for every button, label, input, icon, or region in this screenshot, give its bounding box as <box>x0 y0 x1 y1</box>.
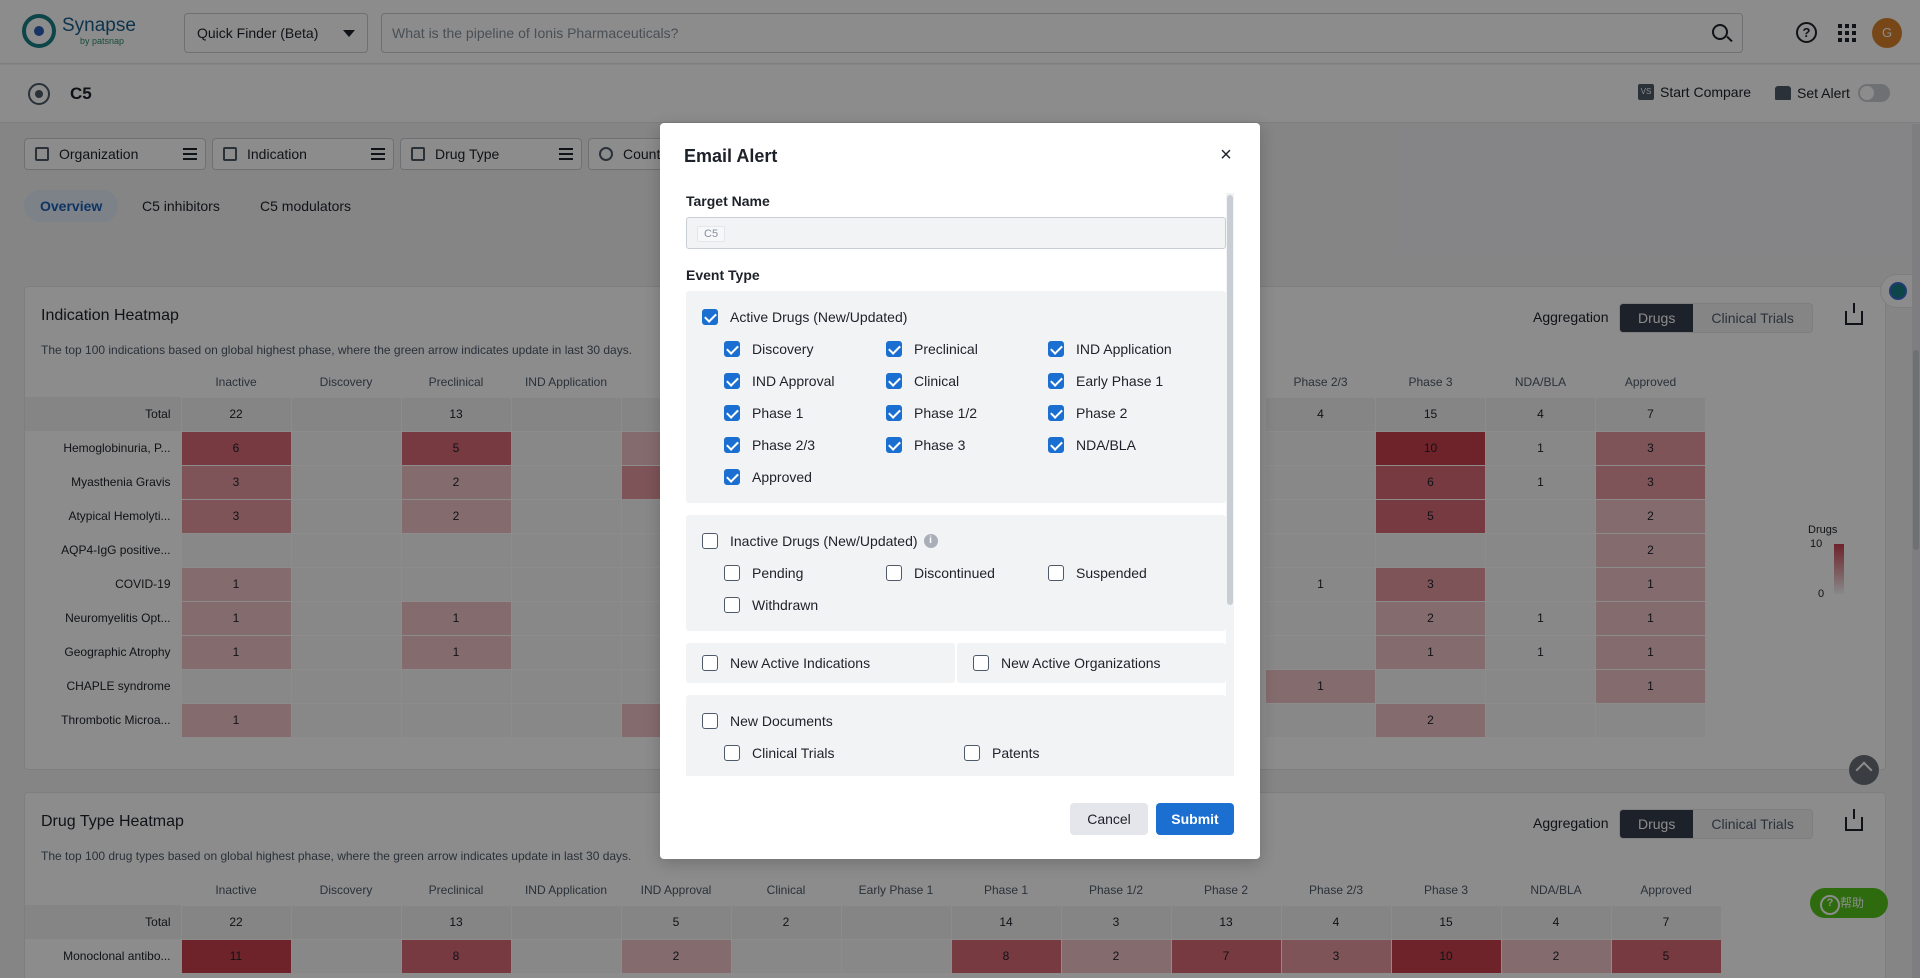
checkbox[interactable] <box>886 341 902 357</box>
checkbox-label: Phase 1 <box>752 405 803 421</box>
checkbox[interactable] <box>724 469 740 485</box>
checkbox-label: Discontinued <box>914 565 995 581</box>
checkbox-clinical-trials[interactable]: Clinical Trials <box>724 737 964 769</box>
checkbox[interactable] <box>724 745 740 761</box>
checkbox-early-phase-1[interactable]: Early Phase 1 <box>1048 365 1210 397</box>
new-documents-label: New Documents <box>730 713 833 729</box>
checkbox[interactable] <box>886 565 902 581</box>
checkbox[interactable] <box>886 373 902 389</box>
checkbox-discovery[interactable]: Discovery <box>724 333 886 365</box>
checkbox-label: Early Phase 1 <box>1076 373 1163 389</box>
checkbox-ind-approval[interactable]: IND Approval <box>724 365 886 397</box>
modal-scrollbar[interactable] <box>1226 193 1234 776</box>
email-alert-modal: Email Alert × Target Name C5 Event Type … <box>660 123 1260 859</box>
new-documents-group: New Documents Clinical Trials Patents <box>686 695 1226 776</box>
checkbox-label: IND Approval <box>752 373 834 389</box>
checkbox-label: Phase 2 <box>1076 405 1127 421</box>
checkbox[interactable] <box>1048 437 1064 453</box>
checkbox[interactable] <box>1048 373 1064 389</box>
checkbox-label: Preclinical <box>914 341 978 357</box>
checkbox-phase-2[interactable]: Phase 2 <box>1048 397 1210 429</box>
inactive-drugs-label: Inactive Drugs (New/Updated) <box>730 533 918 549</box>
checkbox[interactable] <box>1048 565 1064 581</box>
checkbox-label: Phase 2/3 <box>752 437 815 453</box>
checkbox-new-active-indications[interactable]: New Active Indications <box>702 647 939 679</box>
checkbox-label: Patents <box>992 745 1039 761</box>
checkbox-label: New Active Organizations <box>1001 655 1161 671</box>
checkbox-label: IND Application <box>1076 341 1172 357</box>
checkbox-label: NDA/BLA <box>1076 437 1136 453</box>
new-documents-checkbox-row[interactable]: New Documents <box>702 705 1210 737</box>
checkbox-new-active-organizations[interactable]: New Active Organizations <box>973 647 1210 679</box>
inactive-drugs-checkbox-row[interactable]: Inactive Drugs (New/Updated) i <box>702 525 1210 557</box>
active-drugs-label: Active Drugs (New/Updated) <box>730 309 907 325</box>
checkbox[interactable] <box>724 565 740 581</box>
new-active-group: New Active Indications New Active Organi… <box>686 643 1226 683</box>
checkbox[interactable] <box>886 437 902 453</box>
checkbox-label: Discovery <box>752 341 813 357</box>
modal-body: Target Name C5 Event Type Active Drugs (… <box>686 193 1246 776</box>
inactive-drugs-checkbox[interactable] <box>702 533 718 549</box>
target-tag: C5 <box>697 226 725 242</box>
checkbox[interactable] <box>724 341 740 357</box>
checkbox[interactable] <box>973 655 989 671</box>
active-drugs-group: Active Drugs (New/Updated) Discovery Pre… <box>686 291 1226 503</box>
checkbox-label: Clinical <box>914 373 959 389</box>
checkbox-ind-application[interactable]: IND Application <box>1048 333 1210 365</box>
checkbox[interactable] <box>724 437 740 453</box>
checkbox[interactable] <box>964 745 980 761</box>
checkbox[interactable] <box>724 373 740 389</box>
active-drugs-checkbox[interactable] <box>702 309 718 325</box>
cancel-button[interactable]: Cancel <box>1070 803 1148 835</box>
checkbox-withdrawn[interactable]: Withdrawn <box>724 589 886 621</box>
checkbox-phase-3[interactable]: Phase 3 <box>886 429 1048 461</box>
checkbox-pending[interactable]: Pending <box>724 557 886 589</box>
checkbox[interactable] <box>886 405 902 421</box>
checkbox[interactable] <box>724 405 740 421</box>
checkbox-more[interactable] <box>964 769 1204 776</box>
checkbox-label: Phase 3 <box>914 437 965 453</box>
checkbox-nda-bla[interactable]: NDA/BLA <box>1048 429 1210 461</box>
close-icon[interactable]: × <box>1216 145 1236 165</box>
new-documents-checkbox[interactable] <box>702 713 718 729</box>
checkbox-label: Approved <box>752 469 812 485</box>
checkbox-label: Suspended <box>1076 565 1147 581</box>
checkbox-phase-1[interactable]: Phase 1 <box>724 397 886 429</box>
target-name-field[interactable]: C5 <box>686 217 1226 249</box>
inactive-drugs-group: Inactive Drugs (New/Updated) i Pending D… <box>686 515 1226 631</box>
event-type-label: Event Type <box>686 267 1246 283</box>
target-name-label: Target Name <box>686 193 1246 209</box>
info-icon[interactable]: i <box>924 534 938 548</box>
modal-title: Email Alert <box>684 146 777 167</box>
active-drugs-checkbox-row[interactable]: Active Drugs (New/Updated) <box>702 301 1210 333</box>
checkbox-label: Phase 1/2 <box>914 405 977 421</box>
checkbox[interactable] <box>1048 341 1064 357</box>
checkbox-phase-1-2[interactable]: Phase 1/2 <box>886 397 1048 429</box>
checkbox[interactable] <box>1048 405 1064 421</box>
checkbox-phase-2-3[interactable]: Phase 2/3 <box>724 429 886 461</box>
checkbox-label: Clinical Trials <box>752 745 834 761</box>
submit-button[interactable]: Submit <box>1156 803 1234 835</box>
checkbox-suspended[interactable]: Suspended <box>1048 557 1210 589</box>
checkbox[interactable] <box>724 597 740 613</box>
checkbox-preclinical[interactable]: Preclinical <box>886 333 1048 365</box>
checkbox-label: New Active Indications <box>730 655 870 671</box>
checkbox[interactable] <box>702 655 718 671</box>
checkbox-approved[interactable]: Approved <box>724 461 886 493</box>
checkbox-discontinued[interactable]: Discontinued <box>886 557 1048 589</box>
checkbox-patents[interactable]: Patents <box>964 737 1204 769</box>
checkbox-label: Pending <box>752 565 803 581</box>
checkbox-label: Withdrawn <box>752 597 818 613</box>
checkbox-more[interactable] <box>724 769 964 776</box>
checkbox-clinical[interactable]: Clinical <box>886 365 1048 397</box>
